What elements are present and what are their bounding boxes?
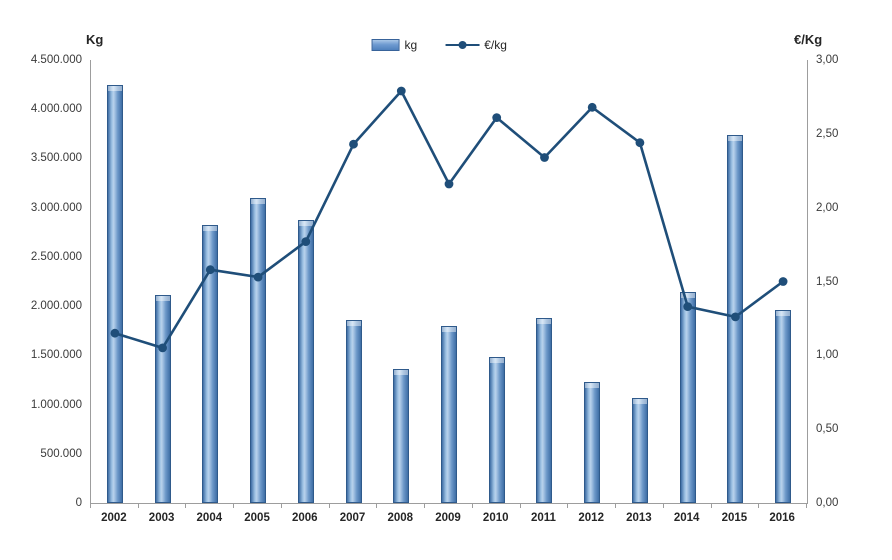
x-axis-label: 2008 [387, 512, 414, 524]
line-marker-2013 [635, 138, 645, 148]
x-axis-label: 2006 [292, 512, 318, 524]
left-axis-tick-label: 500.000 [40, 447, 82, 460]
legend-item-eur-per-kg: €/kg [445, 38, 507, 52]
bar-series-swatch-icon [371, 39, 400, 51]
bar-2002 [106, 85, 123, 503]
x-axis-tick-mark [471, 504, 473, 508]
x-axis-tick-mark [710, 504, 712, 508]
right-axis-tick-label: 2,50 [816, 127, 839, 140]
right-axis-tick-label: 0,50 [816, 423, 839, 436]
bar-2011 [536, 318, 553, 503]
x-axis-label: 2010 [482, 512, 509, 524]
x-axis-tick-mark [137, 504, 139, 508]
bar-2016 [775, 310, 792, 503]
x-axis-tick-mark [233, 504, 235, 508]
bar-2006 [297, 220, 314, 503]
line-marker-2005 [253, 272, 263, 282]
x-axis-label: 2016 [769, 512, 795, 524]
line-marker-2010 [492, 113, 502, 122]
line-marker-2012 [587, 102, 597, 112]
x-axis-label: 2007 [339, 512, 366, 524]
bar-2010 [488, 357, 505, 503]
line-marker-2015 [731, 312, 740, 322]
bar-2009 [441, 326, 457, 503]
legend-item-kg: kg [371, 38, 418, 52]
right-axis-tick-label: 2,00 [816, 201, 839, 214]
x-axis-tick-mark [567, 504, 569, 508]
x-axis-tick-mark [280, 504, 282, 508]
x-axis-label: 2002 [101, 512, 127, 524]
x-axis-label: 2012 [578, 512, 604, 524]
x-axis-tick-mark [758, 504, 760, 508]
x-axis-tick-mark [185, 504, 187, 508]
chart-legend: kg €/kg [371, 38, 507, 52]
left-axis-tick-label: 2.000.000 [30, 300, 82, 313]
x-axis-tick-mark [424, 504, 426, 508]
left-axis-tick-label: 4.000.000 [30, 103, 82, 116]
left-axis-tick-label: 4.500.000 [30, 54, 82, 66]
right-axis-tick-label: 1,50 [816, 275, 839, 288]
bar-2008 [393, 369, 410, 503]
x-axis-tick-mark [662, 504, 664, 508]
right-axis-tick-label: 1,00 [816, 349, 839, 362]
left-axis-tick-label: 1.000.000 [30, 398, 82, 411]
bar-2013 [631, 398, 648, 503]
line-marker-2003 [158, 343, 167, 353]
line-marker-2008 [396, 86, 406, 96]
legend-label-kg: kg [404, 38, 418, 52]
line-path [114, 88, 784, 350]
x-axis-tick-mark [328, 504, 330, 508]
x-axis-label: 2013 [626, 512, 652, 524]
left-axis-title: Kg [86, 32, 104, 47]
line-marker-2014 [683, 302, 693, 311]
x-axis-label: 2005 [244, 512, 270, 524]
x-axis-label: 2011 [530, 512, 556, 524]
left-axis-tick-label: 2.500.000 [30, 250, 82, 263]
left-axis-tick-label: 3.500.000 [30, 152, 82, 165]
x-axis-tick-mark [376, 504, 378, 508]
plot-area [90, 60, 808, 504]
left-axis-tick-label: 3.000.000 [30, 201, 82, 214]
x-axis-label: 2014 [673, 512, 700, 524]
bar-2014 [679, 292, 696, 503]
line-marker-2006 [301, 237, 311, 247]
line-marker-2009 [444, 179, 454, 189]
line-marker-2011 [540, 153, 549, 162]
line-marker-2016 [778, 277, 788, 286]
x-axis-tick-mark [519, 504, 521, 508]
line-series-eur-per-kg [110, 86, 788, 353]
legend-label-eur-per-kg: €/kg [484, 38, 507, 52]
x-axis-label: 2009 [435, 512, 461, 524]
x-axis-tick-mark [615, 504, 617, 508]
left-axis-tick-label: 1.500.000 [30, 349, 82, 362]
x-axis-label: 2015 [721, 512, 748, 524]
line-marker-2004 [205, 265, 215, 275]
bar-2007 [345, 320, 362, 503]
right-axis-title: €/Kg [794, 32, 823, 47]
left-axis-tick-label: 0 [75, 497, 82, 509]
line-series-swatch-icon [445, 40, 480, 50]
right-axis-tick-label: 0,00 [816, 497, 839, 509]
bar-2012 [584, 382, 601, 503]
x-axis-label: 2004 [196, 512, 223, 524]
x-axis-tick-mark [90, 504, 91, 508]
x-axis-tick-mark [806, 504, 807, 508]
line-marker-2002 [110, 328, 120, 338]
x-axis-label: 2003 [148, 512, 175, 524]
bar-2004 [202, 225, 219, 503]
line-marker-2007 [349, 139, 358, 149]
right-axis-tick-label: 3,00 [816, 54, 839, 66]
